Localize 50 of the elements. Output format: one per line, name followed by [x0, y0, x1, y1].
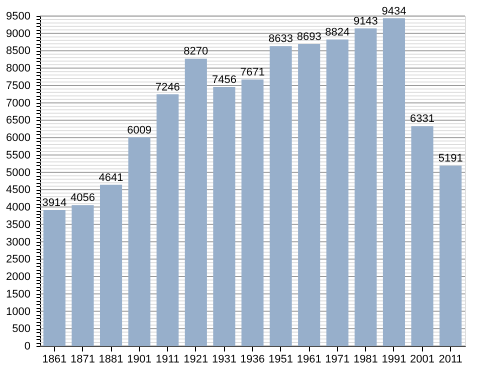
y-tick-label: 500	[12, 323, 30, 336]
x-tick-label: 1861	[42, 354, 67, 366]
data-label: 5191	[438, 152, 463, 165]
x-tick-label: 1911	[156, 354, 180, 366]
y-tick-label: 3000	[6, 236, 30, 248]
y-tick-label: 7500	[6, 80, 30, 92]
data-label: 7246	[155, 81, 180, 94]
y-tick-label: 4500	[6, 184, 30, 196]
data-label: 8824	[325, 26, 350, 38]
x-tick-label: 2011	[438, 354, 462, 366]
y-tick-label: 1000	[6, 306, 30, 318]
y-tick-label: 9500	[6, 10, 30, 22]
x-tick-label: 1971	[325, 354, 350, 366]
y-tick-label: 3500	[6, 218, 30, 231]
x-tick-label: 1991	[382, 354, 406, 366]
data-label: 3914	[42, 197, 67, 210]
data-label: 8270	[184, 46, 208, 58]
x-tick-label: 1921	[184, 354, 208, 366]
x-tick-label: 1951	[268, 354, 294, 366]
y-tick-label: 4000	[6, 202, 30, 214]
data-label: 6009	[127, 124, 152, 136]
x-tick-label: 1961	[296, 354, 322, 366]
data-label: 7456	[212, 74, 236, 86]
y-tick-label: 5500	[6, 149, 30, 162]
x-tick-label: 1901	[127, 354, 152, 366]
data-label: 6331	[410, 113, 435, 126]
x-tick-label: 1936	[240, 354, 265, 366]
x-tick-label: 1931	[212, 354, 236, 366]
x-tick-label: 1981	[353, 354, 378, 366]
y-tick-label: 1500	[6, 288, 30, 300]
y-tick-label: 2500	[6, 254, 30, 266]
y-tick-label: 5000	[6, 166, 30, 179]
data-label: 9143	[353, 15, 378, 28]
y-tick-label: 6000	[6, 132, 30, 144]
x-tick-label: 2001	[410, 354, 435, 366]
y-tick-label: 8500	[6, 45, 30, 58]
x-tick-label: 1871	[70, 354, 95, 366]
y-tick-label: 9000	[6, 28, 30, 40]
y-tick-label: 2000	[6, 271, 30, 284]
x-tick-label: 1881	[98, 354, 124, 366]
data-label: 4056	[70, 192, 95, 204]
data-label: 9434	[382, 5, 406, 18]
y-tick-label: 7000	[6, 97, 30, 110]
data-label: 4641	[98, 172, 124, 184]
y-tick-label: 0	[24, 340, 30, 352]
data-label: 8633	[268, 33, 294, 46]
y-tick-label: 6500	[6, 114, 30, 127]
data-label: 8693	[296, 31, 322, 44]
data-label: 7671	[240, 66, 265, 79]
y-tick-label: 8000	[6, 62, 30, 75]
